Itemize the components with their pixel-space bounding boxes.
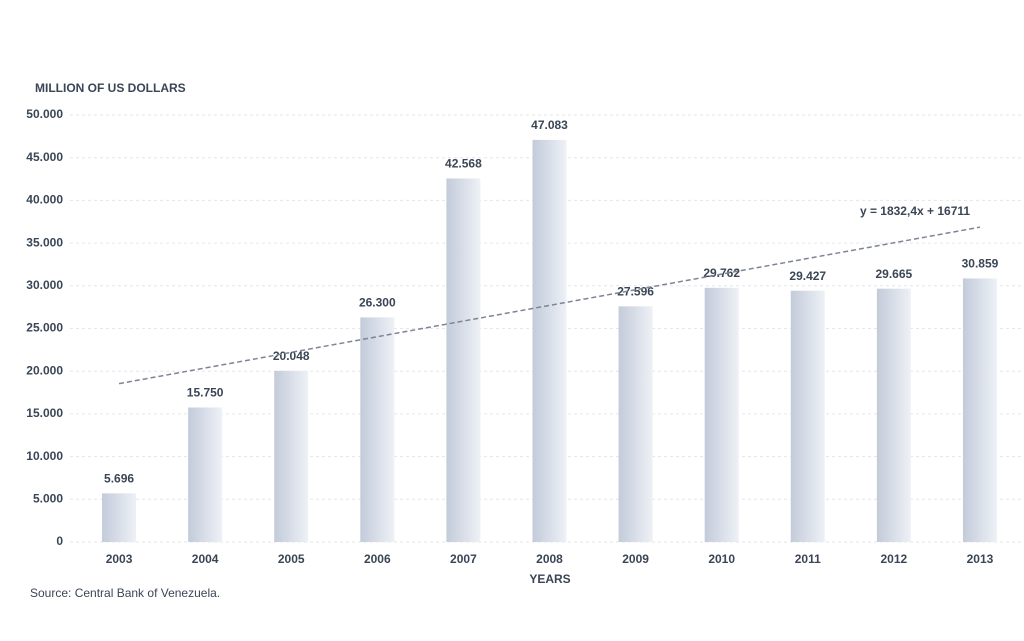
value-label: 30.859 xyxy=(962,257,999,271)
bar xyxy=(102,493,137,542)
x-tick-label: 2004 xyxy=(192,552,219,566)
bar xyxy=(446,178,481,542)
y-tick-label: 50.000 xyxy=(26,107,63,121)
y-tick-label: 10.000 xyxy=(26,449,63,463)
x-tick-label: 2010 xyxy=(708,552,735,566)
bar xyxy=(876,288,911,542)
value-label: 27.596 xyxy=(617,285,654,299)
y-tick-label: 5.000 xyxy=(33,491,63,505)
x-tick-label: 2007 xyxy=(450,552,477,566)
bar xyxy=(962,278,997,542)
x-tick-label: 2008 xyxy=(536,552,563,566)
value-label: 15.750 xyxy=(187,386,224,400)
value-label: 5.696 xyxy=(104,472,134,486)
value-label: 26.300 xyxy=(359,296,396,310)
value-label: 20.048 xyxy=(273,349,310,363)
y-axis-label: MILLION OF US DOLLARS xyxy=(35,81,186,95)
x-tick-label: 2013 xyxy=(967,552,994,566)
bar xyxy=(274,370,309,542)
bar xyxy=(188,407,223,542)
bar xyxy=(618,306,653,542)
y-tick-label: 45.000 xyxy=(26,150,63,164)
x-axis-label: YEARS xyxy=(529,572,570,586)
source-note: Source: Central Bank of Venezuela. xyxy=(30,586,220,600)
y-tick-label: 25.000 xyxy=(26,321,63,335)
bar xyxy=(790,290,825,542)
y-tick-label: 35.000 xyxy=(26,235,63,249)
x-tick-label: 2011 xyxy=(795,552,821,566)
x-tick-label: 2005 xyxy=(278,552,305,566)
bar xyxy=(532,139,567,542)
trend-annotation: y = 1832,4x + 16711 xyxy=(860,204,970,218)
value-label: 47.083 xyxy=(531,118,568,132)
bar xyxy=(704,287,739,542)
bar xyxy=(360,317,395,542)
value-label: 29.665 xyxy=(876,267,913,281)
y-tick-label: 30.000 xyxy=(26,278,63,292)
value-label: 42.568 xyxy=(445,157,482,171)
y-tick-label: 0 xyxy=(56,534,63,548)
value-label: 29.762 xyxy=(703,266,740,280)
x-tick-label: 2012 xyxy=(881,552,908,566)
trend-line xyxy=(118,226,981,385)
x-tick-label: 2006 xyxy=(364,552,391,566)
y-tick-label: 40.000 xyxy=(26,193,63,207)
x-tick-label: 2009 xyxy=(622,552,649,566)
y-tick-label: 20.000 xyxy=(26,363,63,377)
value-label: 29.427 xyxy=(789,269,826,283)
y-tick-label: 15.000 xyxy=(26,406,63,420)
x-tick-label: 2003 xyxy=(106,552,133,566)
